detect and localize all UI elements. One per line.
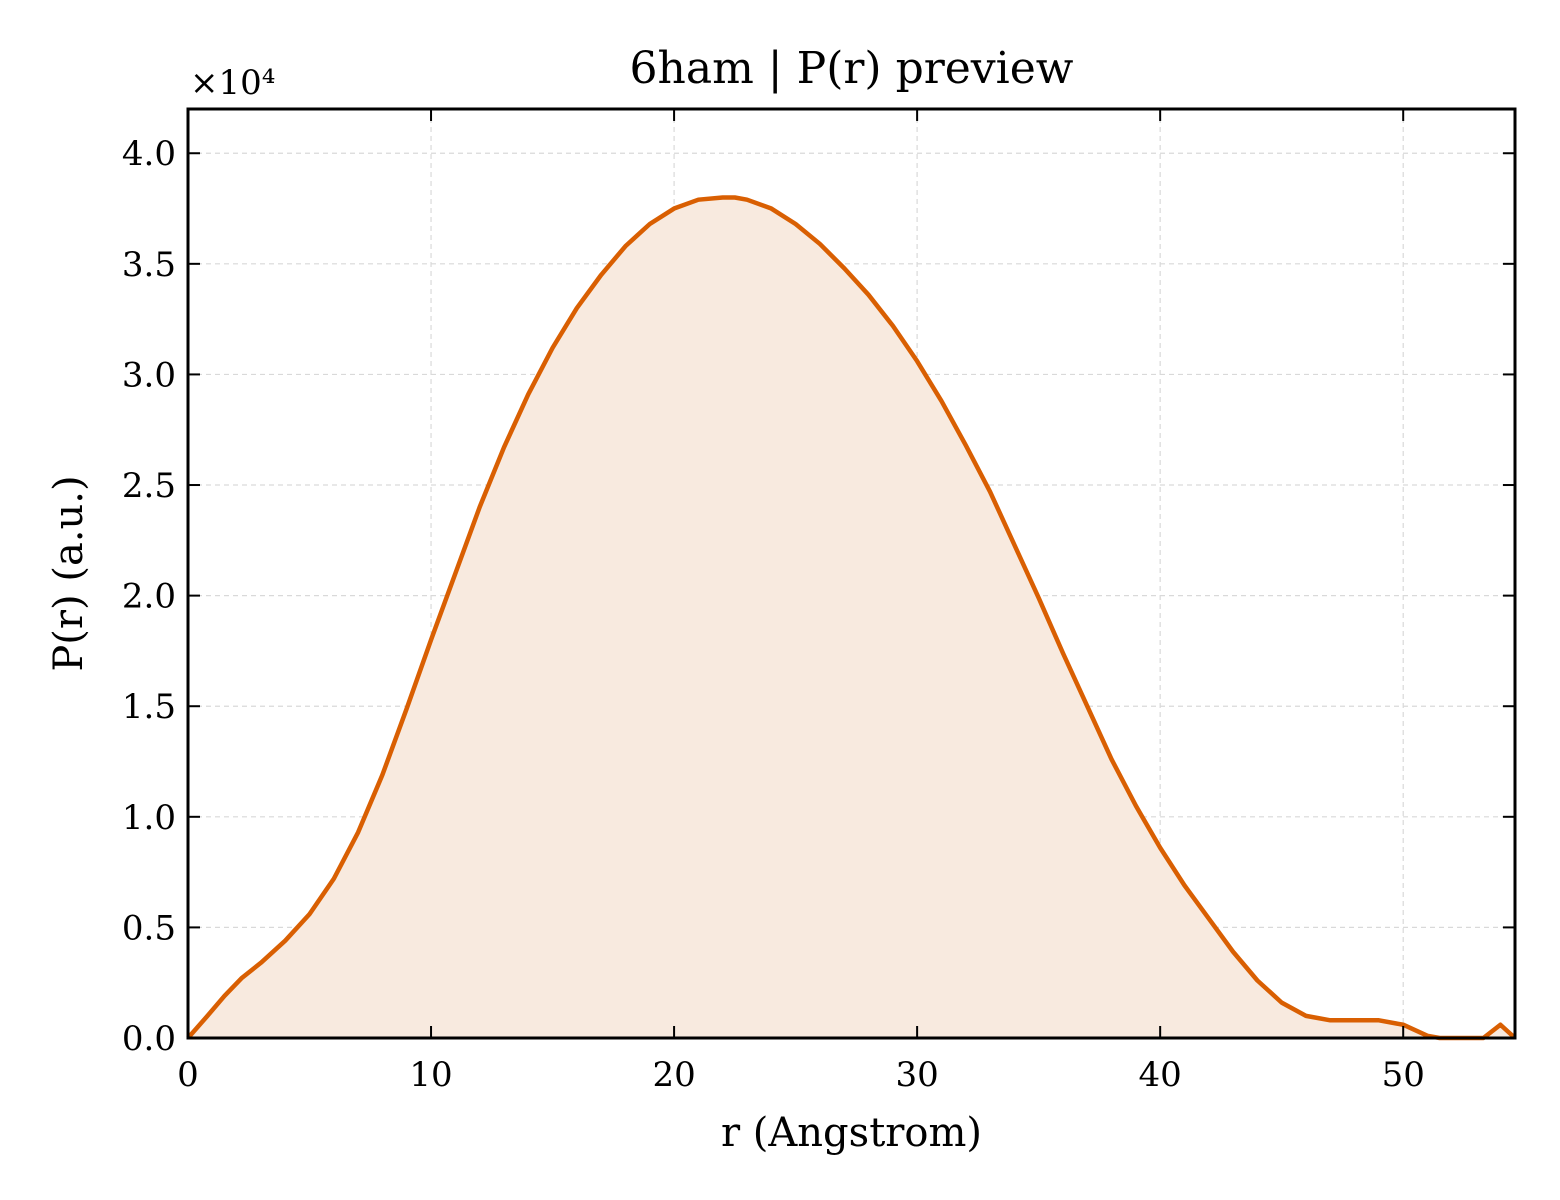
x-tick-label: 0 xyxy=(177,1055,199,1095)
y-tick-label: 3.0 xyxy=(122,355,176,395)
y-tick-label: 0.5 xyxy=(122,908,176,948)
y-axis-label: P(r) (a.u.) xyxy=(46,475,92,671)
y-tick-label: 2.0 xyxy=(122,577,176,617)
x-tick-label: 10 xyxy=(409,1055,452,1095)
plot-frame xyxy=(186,107,1517,1040)
y-tick-label: 3.5 xyxy=(122,245,176,285)
y-tick-label: 1.0 xyxy=(122,798,176,838)
y-tick-label: 0.0 xyxy=(122,1019,176,1059)
y-tick-label: 4.0 xyxy=(122,134,176,174)
y-tick-label: 2.5 xyxy=(122,466,176,506)
x-tick-label: 30 xyxy=(895,1055,938,1095)
chart-title: 6ham | P(r) preview xyxy=(630,43,1074,94)
x-tick-label: 40 xyxy=(1139,1055,1182,1095)
x-tick-label: 50 xyxy=(1382,1055,1425,1095)
pr-curve-line xyxy=(186,195,1517,1041)
pr-area-fill xyxy=(188,197,1515,1039)
y-multiplier-label: ×10⁴ xyxy=(190,63,275,103)
ticks: 0 10 20 30 40 50 0.0 0.5 1.0 1.5 2.0 2.5 3.0 3.5 4.0 xyxy=(122,109,1515,1095)
y-tick-label: 1.5 xyxy=(122,687,176,727)
x-tick-label: 20 xyxy=(652,1055,695,1095)
x-axis-label: r (Angstrom) xyxy=(721,1110,982,1156)
